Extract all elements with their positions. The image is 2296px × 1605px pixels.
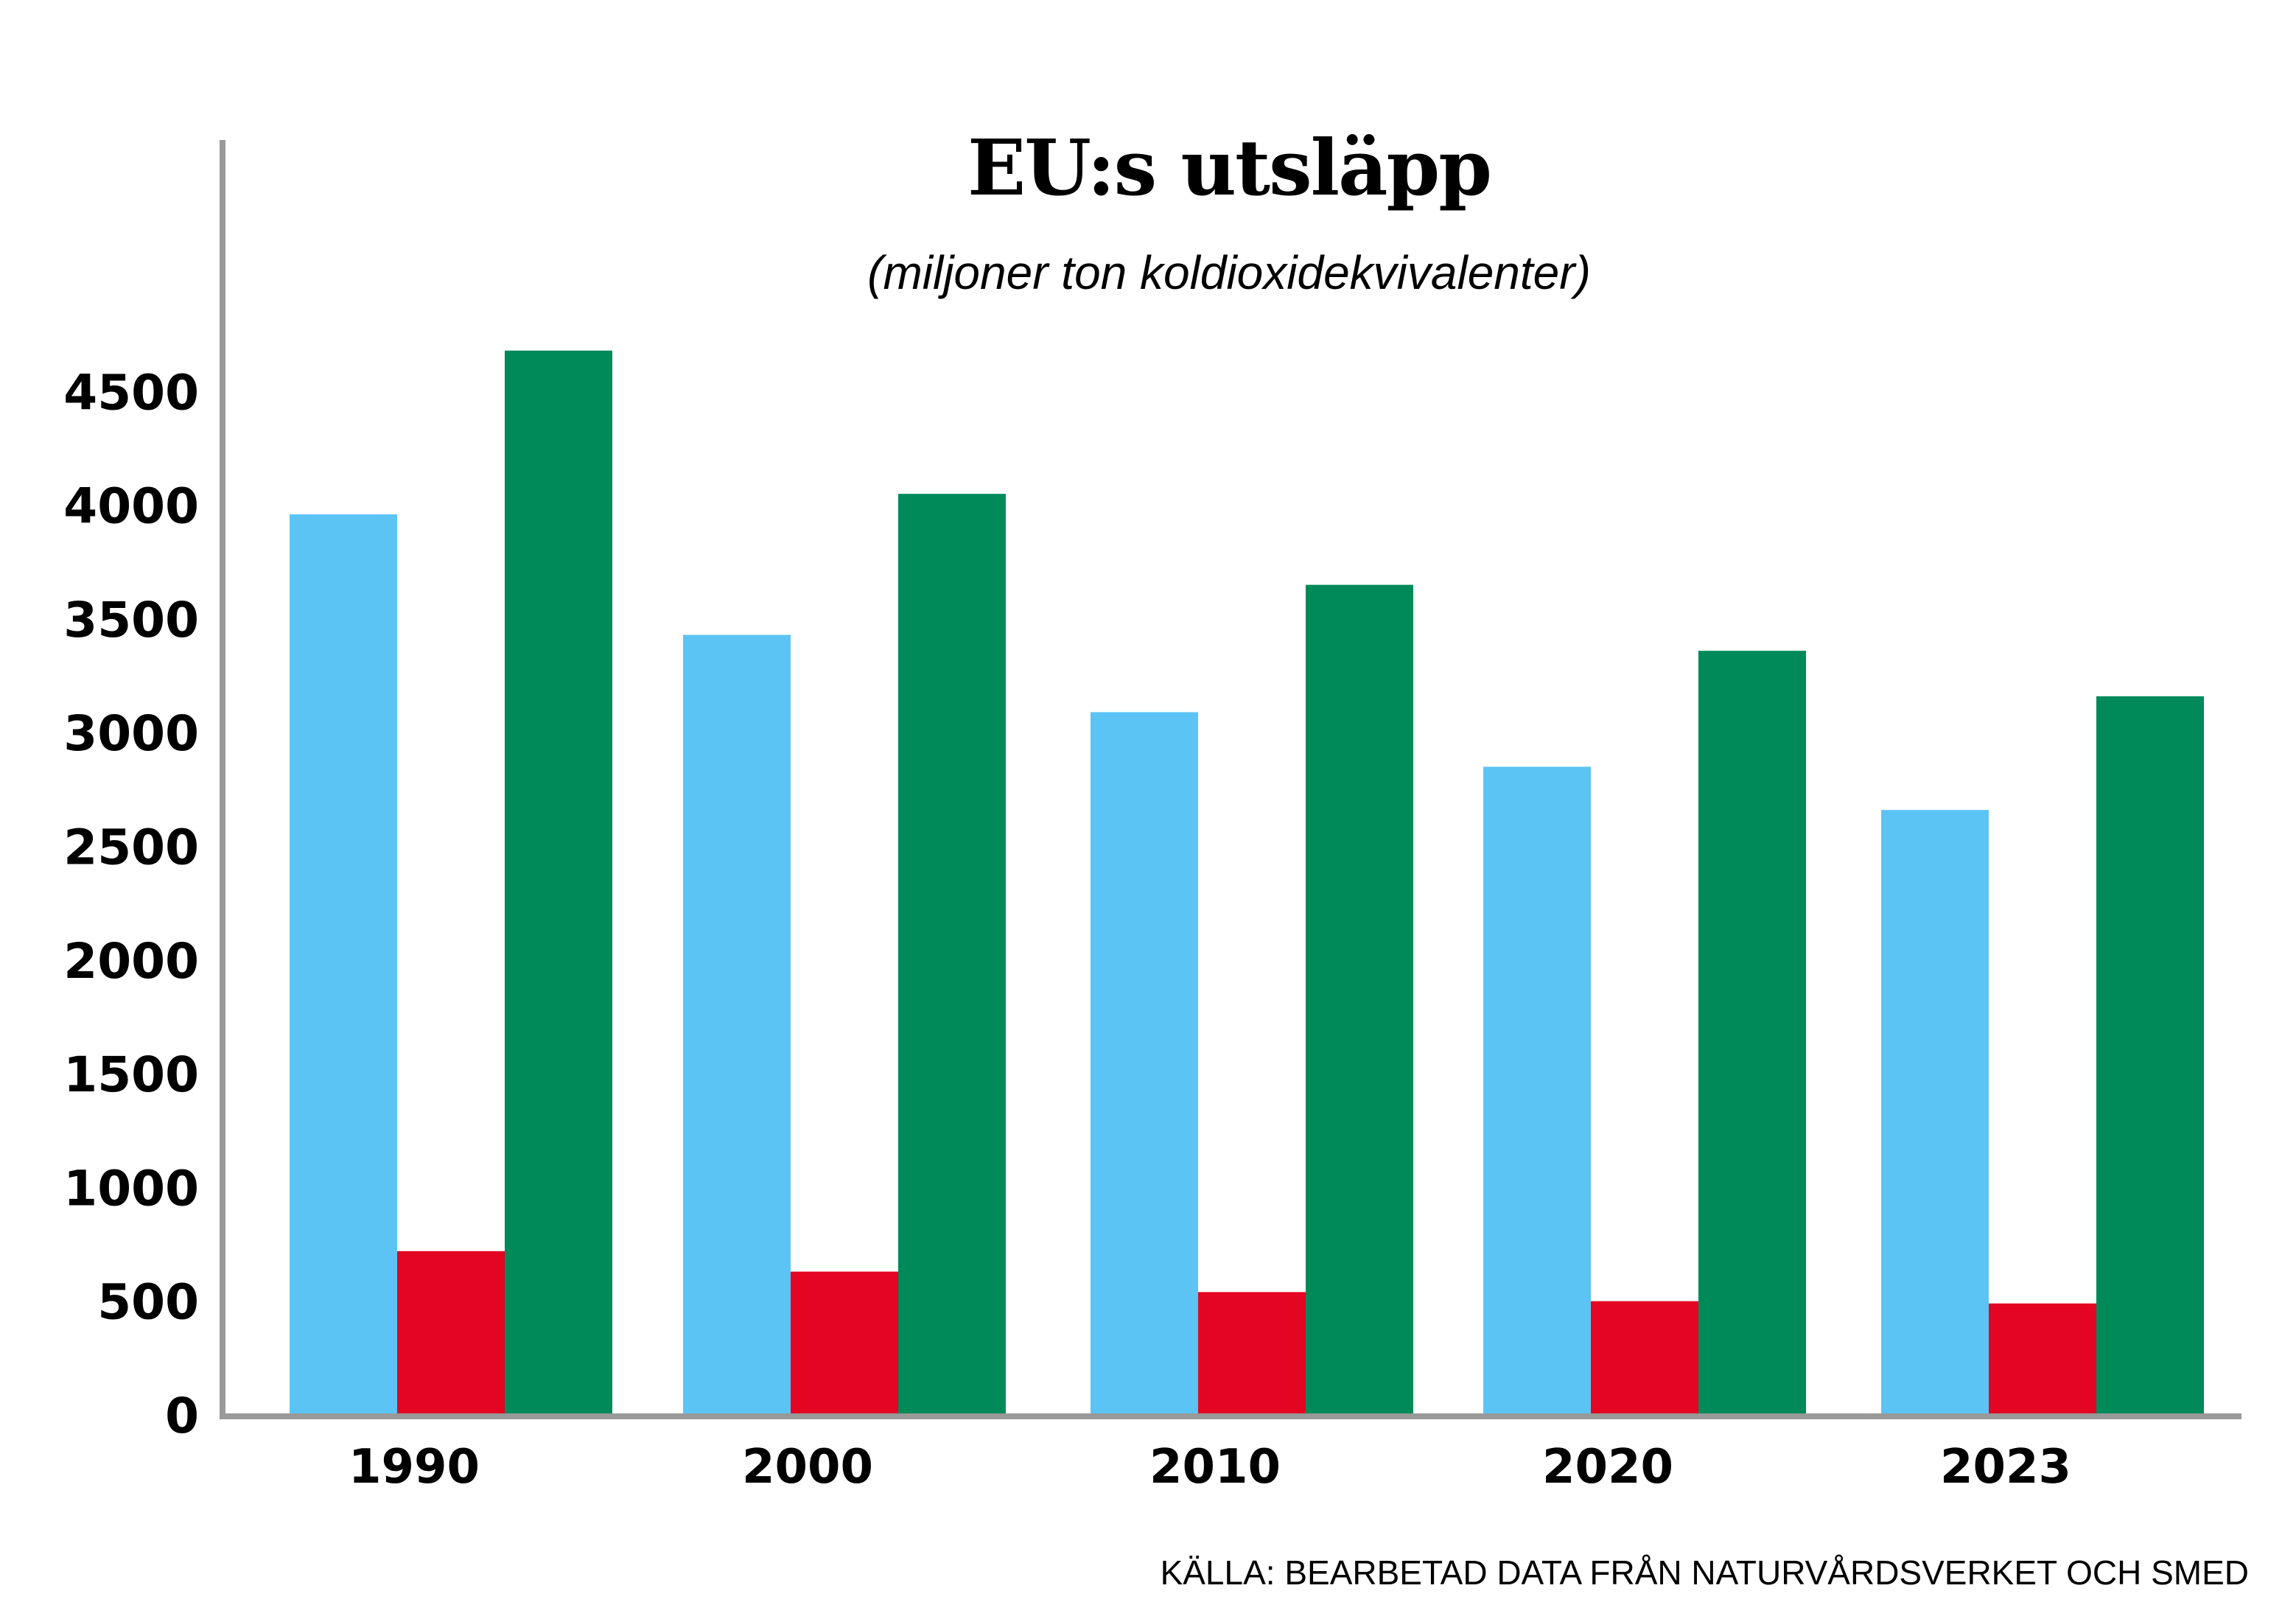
bar-1990-series-2 <box>397 1251 505 1415</box>
y-tick-label: 500 <box>97 1274 199 1331</box>
x-tick-label-2020: 2020 <box>1542 1440 1673 1494</box>
y-tick-label: 1000 <box>63 1160 199 1217</box>
bar-2023-series-1 <box>1881 810 1989 1415</box>
bar-2000-series-1 <box>683 634 791 1416</box>
x-tick-label-2023: 2023 <box>1940 1440 2071 1494</box>
bar-1990-series-3 <box>505 350 612 1416</box>
chart-subtitle: (miljoner ton koldioxidekvivalenter) <box>867 246 1591 299</box>
bar-2010-series-3 <box>1306 584 1413 1415</box>
y-tick-label: 0 <box>165 1388 199 1444</box>
bars-group <box>290 350 2204 1416</box>
bar-2023-series-2 <box>1989 1303 2096 1415</box>
y-tick-label: 4500 <box>63 364 199 421</box>
bar-2023-series-3 <box>2096 696 2204 1415</box>
bar-1990-series-1 <box>290 514 397 1415</box>
x-tick-labels: 1990 2000 2010 2020 2023 <box>349 1440 2071 1494</box>
source-note: KÄLLA: BEARBETAD DATA FRÅN NATURVÅRDSVER… <box>1161 1553 2249 1592</box>
chart-title: EU:s utsläpp <box>967 122 1491 213</box>
bar-2010-series-1 <box>1091 712 1198 1415</box>
y-tick-label: 4000 <box>63 478 199 535</box>
x-tick-label-2000: 2000 <box>742 1440 873 1494</box>
y-tick-label: 1500 <box>63 1046 199 1103</box>
y-tick-label: 3000 <box>63 705 199 762</box>
y-tick-label: 3500 <box>63 592 199 648</box>
x-tick-label-2010: 2010 <box>1149 1440 1281 1494</box>
y-tick-labels: 0 500 1000 1500 2000 2500 3000 3500 4000 4500 <box>63 364 199 1444</box>
bar-2000-series-2 <box>791 1271 898 1415</box>
y-tick-label: 2000 <box>63 933 199 990</box>
y-tick-label: 2500 <box>63 819 199 876</box>
bar-2010-series-2 <box>1198 1292 1306 1415</box>
bar-2020-series-2 <box>1591 1301 1698 1415</box>
bar-2020-series-1 <box>1483 766 1591 1415</box>
x-tick-label-1990: 1990 <box>349 1440 480 1494</box>
bar-2000-series-3 <box>898 494 1006 1416</box>
bar-2020-series-3 <box>1698 651 1806 1415</box>
